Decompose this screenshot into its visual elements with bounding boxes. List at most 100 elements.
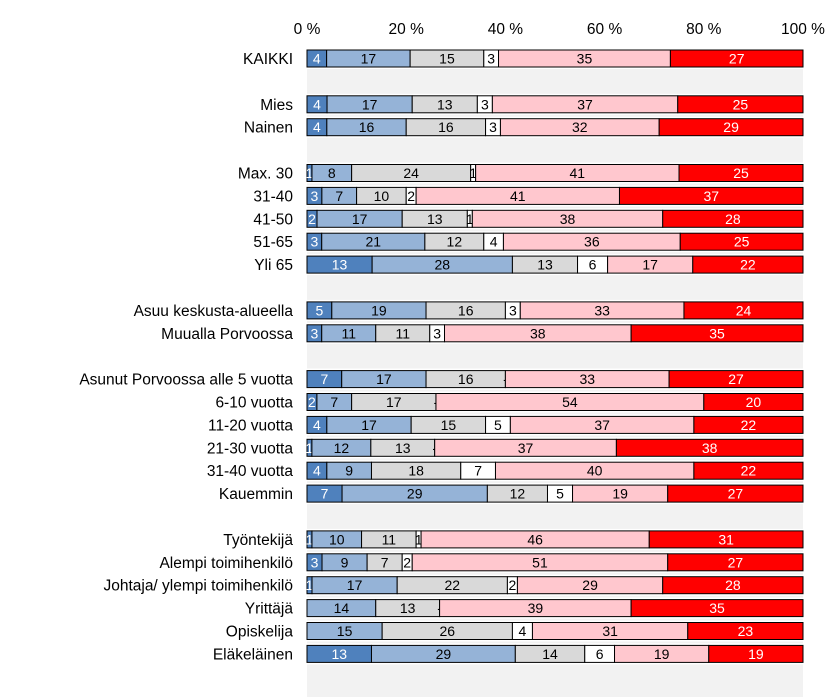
bar-segment [683, 301, 804, 320]
category-label: 6-10 vuotta [215, 395, 293, 412]
category-label: Max. 30 [238, 166, 294, 183]
data-label: 41 [510, 188, 526, 204]
category-label: 41-50 [253, 211, 293, 228]
data-label: 21 [366, 234, 382, 250]
data-label: 5 [556, 486, 564, 502]
data-label: 51 [532, 554, 548, 570]
data-label: 17 [642, 257, 658, 273]
data-label: 35 [709, 325, 725, 341]
data-label: 1 [306, 531, 314, 547]
data-label: 24 [403, 165, 419, 181]
x-tick-label: 40 % [488, 21, 524, 38]
bar-segment [693, 415, 804, 434]
data-label: 19 [748, 646, 764, 662]
data-label: 13 [332, 257, 348, 273]
data-label: 11 [395, 325, 410, 341]
data-label: 25 [733, 96, 749, 112]
data-label: 16 [458, 371, 474, 387]
data-label: 36 [584, 234, 600, 250]
category-label: Eläkeläinen [213, 646, 293, 663]
data-label: 4 [313, 51, 321, 67]
bar-segment [669, 49, 804, 68]
data-label: 13 [537, 257, 553, 273]
data-label: 15 [439, 51, 455, 67]
category-label: Asuu keskusta-alueella [134, 303, 294, 320]
data-label: 25 [734, 234, 750, 250]
data-label: 39 [528, 600, 544, 616]
data-label: 13 [400, 600, 416, 616]
data-label: 1 [306, 165, 314, 181]
category-label: Muualla Porvoossa [161, 326, 293, 343]
data-label: 11 [382, 531, 397, 547]
data-label: 17 [376, 371, 392, 387]
data-label: 15 [441, 417, 457, 433]
data-label: 11 [341, 325, 356, 341]
data-label: 29 [436, 646, 452, 662]
data-label: 54 [562, 394, 578, 410]
data-label: 28 [434, 257, 450, 273]
data-label: 13 [395, 440, 411, 456]
data-label: 17 [386, 394, 402, 410]
x-tick-label: 80 % [686, 21, 722, 38]
category-label: Mies [260, 97, 293, 114]
data-label: 3 [489, 119, 497, 135]
bar-segment [692, 255, 804, 274]
data-label: 32 [572, 119, 588, 135]
data-label: 7 [381, 554, 389, 570]
category-label: Opiskelija [226, 624, 294, 641]
data-label: 2 [407, 188, 415, 204]
data-label: 26 [439, 623, 455, 639]
data-label: 22 [445, 577, 461, 593]
data-label: 5 [494, 417, 502, 433]
data-label: 24 [736, 302, 752, 318]
bar-segment [703, 393, 804, 411]
data-label: 19 [371, 302, 387, 318]
data-label: 10 [374, 188, 390, 204]
data-label: 46 [527, 531, 543, 547]
data-label: 17 [362, 96, 378, 112]
data-label: 9 [345, 463, 353, 479]
data-label: 35 [577, 51, 593, 67]
data-label: 27 [729, 51, 745, 67]
category-label: Johtaja/ ylempi toimihenkilö [103, 578, 293, 595]
data-label: 17 [347, 577, 363, 593]
category-label: 31-40 [253, 188, 293, 205]
data-label: 3 [433, 325, 441, 341]
data-label: 17 [352, 211, 368, 227]
data-label: 27 [728, 554, 744, 570]
data-label: 29 [407, 486, 423, 502]
data-label: 1 [466, 211, 474, 227]
data-label: 16 [458, 302, 474, 318]
data-label: 1 [306, 577, 314, 593]
bar-segment [679, 232, 804, 251]
data-label: 6 [589, 257, 597, 273]
bar-segment [693, 461, 804, 480]
bar-segment [615, 438, 804, 457]
data-label: 37 [703, 188, 719, 204]
data-label: 38 [702, 440, 718, 456]
category-label: Alempi toimihenkilö [159, 555, 293, 572]
data-label: 28 [725, 577, 741, 593]
data-label: 2 [308, 211, 316, 227]
bar-segment [630, 599, 804, 618]
data-label: 7 [330, 394, 338, 410]
data-label: 9 [341, 554, 349, 570]
data-label: 29 [723, 119, 739, 135]
data-label: 19 [654, 646, 670, 662]
category-label: 11-20 vuotta [208, 417, 293, 434]
data-label: 40 [587, 463, 603, 479]
data-label: 4 [313, 463, 321, 479]
bar-segment [667, 553, 804, 572]
data-label: 38 [530, 325, 546, 341]
bar-segment [662, 209, 804, 228]
data-label: 2 [403, 554, 411, 570]
data-label: 16 [438, 119, 454, 135]
data-label: 4 [313, 417, 321, 433]
data-label: 14 [334, 600, 350, 616]
data-label: 37 [577, 96, 593, 112]
category-label: Kauemmin [219, 486, 293, 503]
data-label: 17 [361, 51, 377, 67]
data-label: 20 [746, 394, 762, 410]
data-label: 29 [582, 577, 598, 593]
